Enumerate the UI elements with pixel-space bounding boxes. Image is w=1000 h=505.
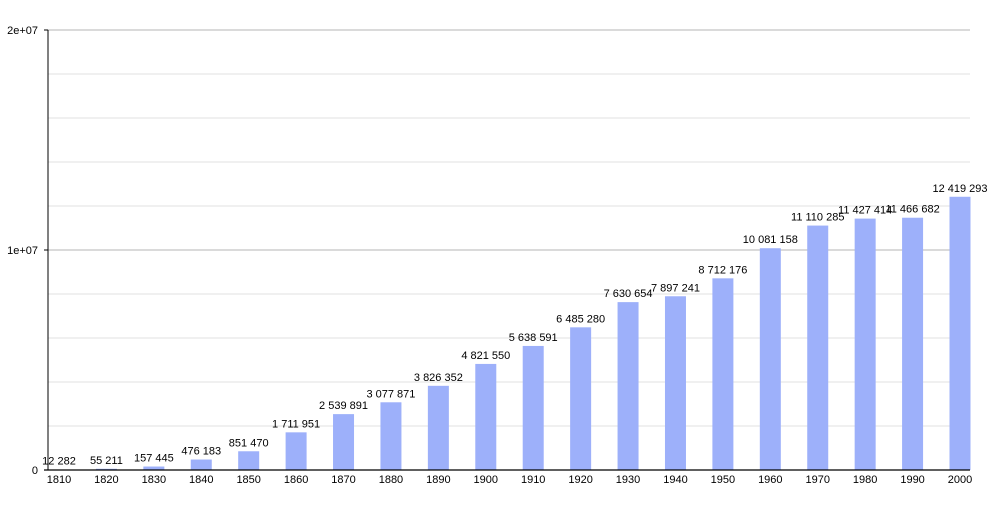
x-tick-label: 1880: [379, 474, 403, 486]
data-label: 7 630 654: [604, 288, 653, 300]
bar-1870: [333, 414, 354, 470]
x-tick-label: 1920: [568, 474, 592, 486]
bar-1880: [380, 402, 401, 470]
data-label: 11 110 285: [791, 212, 844, 224]
x-tick-label: 1810: [47, 474, 71, 486]
x-tick-label: 1950: [711, 474, 735, 486]
bar-2000: [950, 197, 971, 470]
bar-1950: [712, 278, 733, 470]
data-label: 7 897 241: [651, 282, 700, 294]
x-tick-label: 1960: [758, 474, 782, 486]
x-tick-label: 1900: [474, 474, 498, 486]
bar-1850: [238, 451, 259, 470]
x-tick-label: 1840: [189, 474, 213, 486]
bar-1940: [665, 296, 686, 470]
x-tick-label: 1870: [331, 474, 355, 486]
x-tick-label: 1940: [663, 474, 687, 486]
y-tick-label: 2e+07: [7, 25, 38, 37]
data-label: 3 077 871: [366, 388, 415, 400]
x-tick-label: 2000: [948, 474, 972, 486]
x-tick-label: 1970: [805, 474, 829, 486]
x-tick-label: 1850: [236, 474, 260, 486]
data-label: 157 445: [134, 453, 174, 465]
bar-1890: [428, 386, 449, 470]
data-label: 3 826 352: [414, 372, 463, 384]
data-label: 1 711 951: [272, 418, 320, 430]
x-tick-label: 1890: [426, 474, 450, 486]
data-label: 12 419 293: [932, 183, 987, 195]
data-label: 8 712 176: [698, 264, 747, 276]
data-label: 11 466 682: [885, 204, 939, 216]
data-label: 4 821 550: [461, 350, 510, 362]
y-tick-label: 1e+07: [7, 245, 38, 257]
x-tick-label: 1830: [142, 474, 166, 486]
x-tick-label: 1930: [616, 474, 640, 486]
bar-1960: [760, 248, 781, 470]
data-label: 2 539 891: [319, 400, 368, 412]
x-tick-label: 1860: [284, 474, 308, 486]
data-label: 851 470: [229, 437, 269, 449]
data-label: 5 638 591: [509, 332, 558, 344]
bar-1980: [855, 219, 876, 470]
x-tick-label: 1820: [94, 474, 118, 486]
bar-1910: [523, 346, 544, 470]
data-label: 55 211: [90, 455, 123, 467]
data-label: 476 183: [181, 446, 221, 458]
bar-1900: [475, 364, 496, 470]
x-tick-label: 1980: [853, 474, 877, 486]
data-label: 10 081 158: [743, 234, 798, 246]
bar-1970: [807, 226, 828, 470]
bar-1990: [902, 218, 923, 470]
data-label: 6 485 280: [556, 313, 605, 325]
bar-1930: [618, 302, 639, 470]
y-tick-label: 0: [32, 465, 38, 477]
bar-1920: [570, 327, 591, 470]
data-label: 11 427 414: [838, 205, 892, 217]
bar-1860: [286, 432, 307, 470]
bar-1840: [191, 460, 212, 470]
x-tick-label: 1990: [900, 474, 924, 486]
x-tick-label: 1910: [521, 474, 545, 486]
data-label: 12 282: [42, 456, 76, 468]
